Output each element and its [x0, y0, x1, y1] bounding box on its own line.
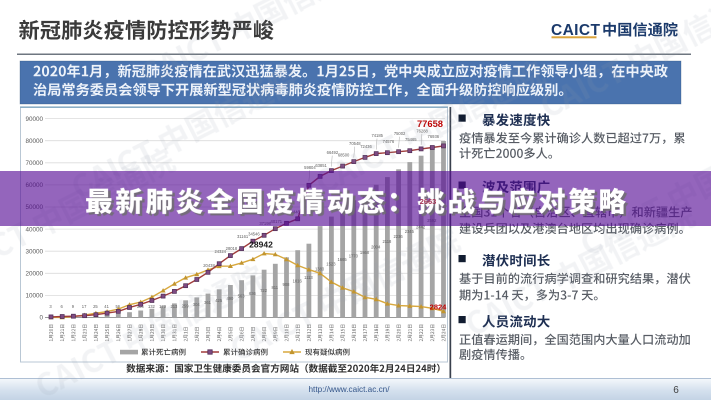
- svg-text:259: 259: [182, 303, 190, 308]
- svg-text:10000: 10000: [25, 293, 43, 300]
- svg-text:1113: 1113: [304, 275, 313, 280]
- svg-text:41: 41: [104, 304, 109, 309]
- svg-text:75002: 75002: [394, 131, 406, 136]
- svg-text:76288: 76288: [416, 128, 428, 133]
- svg-text:24324: 24324: [214, 249, 226, 254]
- svg-text:56: 56: [115, 304, 120, 309]
- svg-text:http://www.caict.ac.cn/: http://www.caict.ac.cn/: [309, 385, 391, 394]
- svg-text:6: 6: [61, 304, 64, 309]
- svg-text:63851: 63851: [315, 163, 327, 168]
- svg-text:2236: 2236: [393, 234, 403, 239]
- svg-text:132: 132: [148, 304, 156, 309]
- svg-text:17: 17: [82, 304, 87, 309]
- svg-text:28942: 28942: [249, 240, 273, 250]
- svg-text:722: 722: [260, 288, 268, 293]
- svg-text:31161: 31161: [237, 234, 249, 239]
- svg-text:90000: 90000: [25, 116, 43, 123]
- svg-text:811: 811: [271, 285, 278, 290]
- svg-text:66492: 66492: [327, 150, 339, 155]
- svg-text:72436: 72436: [360, 144, 372, 149]
- svg-text:1380: 1380: [315, 266, 325, 271]
- svg-text:77658: 77658: [417, 118, 443, 129]
- svg-text:1770: 1770: [349, 253, 359, 258]
- svg-text:1665: 1665: [337, 257, 347, 262]
- svg-text:20438: 20438: [203, 263, 215, 268]
- svg-text:2824: 2824: [430, 303, 448, 312]
- svg-text:25: 25: [93, 304, 98, 309]
- svg-text:2004: 2004: [371, 244, 381, 249]
- svg-text:170: 170: [159, 304, 167, 309]
- svg-text:2663: 2663: [420, 197, 437, 206]
- svg-text:34546: 34546: [248, 232, 260, 237]
- svg-text:68500: 68500: [338, 153, 350, 158]
- svg-text:59804: 59804: [304, 165, 316, 170]
- svg-text:40000: 40000: [25, 226, 43, 233]
- svg-text:70548: 70548: [349, 141, 361, 146]
- svg-text:80000: 80000: [25, 138, 43, 145]
- svg-text:2345: 2345: [405, 229, 415, 234]
- svg-text:74576: 74576: [383, 139, 395, 144]
- svg-text:70000: 70000: [25, 160, 43, 167]
- svg-text:1016: 1016: [293, 278, 303, 283]
- svg-text:361: 361: [204, 300, 212, 305]
- svg-text:2442: 2442: [416, 225, 426, 230]
- svg-text:2118: 2118: [382, 239, 392, 244]
- svg-text:CAICT: CAICT: [551, 22, 600, 39]
- svg-text:1868: 1868: [360, 250, 370, 255]
- svg-text:6: 6: [673, 385, 679, 396]
- svg-text:213: 213: [170, 304, 178, 309]
- svg-text:30000: 30000: [25, 248, 43, 255]
- svg-text:76936: 76936: [428, 134, 440, 139]
- svg-text:908: 908: [283, 282, 291, 287]
- svg-text:20000: 20000: [25, 271, 43, 278]
- svg-text:28018: 28018: [226, 246, 238, 251]
- svg-text:3: 3: [49, 304, 52, 309]
- svg-text:0: 0: [39, 315, 43, 322]
- svg-text:1523: 1523: [326, 262, 336, 267]
- svg-text:74185: 74185: [371, 133, 383, 138]
- svg-text:9: 9: [72, 304, 75, 309]
